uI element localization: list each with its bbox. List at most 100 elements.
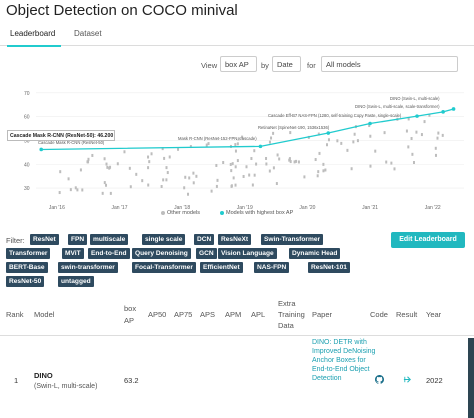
header-extra-line1[interactable]: Extra — [278, 299, 296, 308]
header-extra-line3[interactable]: Data — [278, 321, 294, 330]
table-header: Rank Model box AP AP50 AP75 APS APM APL … — [0, 296, 474, 336]
other-model-point — [161, 147, 164, 151]
chip-dcn[interactable]: DCN — [194, 234, 215, 245]
header-ap50[interactable]: AP50 — [148, 310, 167, 319]
other-model-point — [295, 159, 298, 163]
other-model-point — [216, 178, 219, 182]
other-model-point — [215, 163, 218, 167]
row-year: 2022 — [426, 376, 443, 385]
other-model-point — [67, 177, 70, 181]
other-model-point — [116, 162, 119, 166]
other-model-point — [234, 183, 237, 187]
other-model-point — [147, 183, 150, 187]
y-tick-label: 40 — [24, 162, 30, 168]
sort-by-select[interactable]: Date — [272, 56, 301, 72]
x-tick-label: Jan '20 — [299, 205, 315, 211]
other-model-point — [317, 170, 320, 174]
active-tab-indicator — [7, 45, 61, 47]
chip-swin-transformer[interactable]: Swin-Transformer — [261, 234, 324, 245]
result-link-icon[interactable] — [403, 375, 412, 386]
other-model-point — [289, 160, 292, 164]
chip-nas-fpn[interactable]: NAS-FPN — [254, 262, 290, 273]
header-apl[interactable]: APL — [251, 310, 266, 319]
other-model-point — [374, 149, 377, 153]
table-row: 1 DINO (Swin-L, multi-scale) 63.2 DINO: … — [0, 336, 474, 418]
other-model-point — [405, 129, 408, 133]
edit-leaderboard-button[interactable]: Edit Leaderboard — [391, 232, 465, 248]
sota-point — [39, 147, 44, 152]
other-model-point — [436, 136, 439, 140]
other-model-point — [106, 165, 109, 169]
model-filter-select[interactable]: All models — [321, 56, 458, 72]
other-model-point — [253, 149, 256, 153]
chip-focal-transformer[interactable]: Focal-Transformer — [132, 262, 196, 273]
tab-leaderboard[interactable]: Leaderboard — [10, 29, 56, 38]
other-model-point — [265, 162, 268, 166]
other-model-point — [103, 181, 106, 185]
sota-point — [368, 121, 372, 126]
chip-query-denoising[interactable]: Query Denoising — [132, 248, 191, 259]
other-model-point — [368, 124, 371, 128]
header-aps[interactable]: APS — [200, 310, 216, 319]
other-model-point — [105, 162, 108, 166]
header-result: Result — [396, 310, 418, 319]
view-label: View — [201, 61, 218, 70]
other-model-point — [407, 117, 410, 121]
scrollbar[interactable] — [468, 338, 474, 418]
header-box-ap-line2[interactable]: AP — [124, 316, 135, 325]
chip-resnet-50[interactable]: ResNet-50 — [6, 276, 45, 287]
other-model-point — [322, 162, 325, 166]
other-model-point — [183, 186, 186, 190]
legend-sota-models[interactable]: Models with highest box AP — [220, 210, 293, 216]
other-model-point — [69, 188, 72, 192]
y-tick-label: 30 — [24, 186, 30, 192]
metric-select[interactable]: box AP — [220, 56, 257, 72]
other-model-point — [434, 153, 437, 157]
chip-dynamic-head[interactable]: Dynamic Head — [289, 248, 341, 259]
chip-end-to-end[interactable]: End-to-End — [88, 248, 130, 259]
header-model[interactable]: Model — [34, 310, 55, 319]
legend-other-models[interactable]: Other models — [161, 210, 200, 216]
other-model-point — [441, 133, 444, 137]
header-box-ap-line1[interactable]: box — [124, 304, 137, 313]
other-model-point — [177, 147, 180, 151]
chip-fpn[interactable]: FPN — [68, 234, 88, 245]
chip-swin-transformer-lower[interactable]: swin-transformer — [58, 262, 118, 273]
chip-efficientnet[interactable]: EfficientNet — [200, 262, 243, 273]
other-model-point — [272, 166, 275, 170]
chip-bert-base[interactable]: BERT-Base — [6, 262, 48, 273]
tab-dataset[interactable]: Dataset — [74, 29, 102, 38]
sota-point — [258, 144, 263, 149]
other-model-point — [272, 131, 275, 135]
chip-transformer[interactable]: Transformer — [6, 248, 51, 259]
row-paper-link[interactable]: DINO: DETR with Improved DeNoising Ancho… — [312, 339, 376, 382]
other-model-point — [423, 120, 426, 124]
other-model-point — [316, 174, 319, 178]
header-apm[interactable]: APM — [225, 310, 242, 319]
chip-resnext[interactable]: ResNeXt — [218, 234, 252, 245]
header-rank[interactable]: Rank — [6, 310, 24, 319]
other-model-point — [340, 141, 343, 145]
other-model-point — [270, 136, 273, 140]
other-model-point — [412, 161, 415, 165]
other-model-point — [407, 145, 410, 149]
header-extra-line2[interactable]: Training — [278, 310, 305, 319]
page-title: Object Detection on COCO minival — [6, 2, 238, 19]
other-model-point — [248, 173, 251, 177]
row-model-name[interactable]: DINO — [34, 371, 53, 380]
chip-resnet-101[interactable]: ResNet-101 — [308, 262, 350, 273]
other-model-point — [324, 168, 327, 172]
chip-vision-language[interactable]: Vision Language — [218, 248, 277, 259]
chip-single-scale[interactable]: single scale — [142, 234, 186, 245]
chip-mvit[interactable]: MViT — [62, 248, 84, 259]
header-ap75[interactable]: AP75 — [174, 310, 193, 319]
chip-gcn[interactable]: GCN — [196, 248, 217, 259]
chip-untagged[interactable]: untagged — [58, 276, 94, 287]
chip-multiscale[interactable]: multiscale — [90, 234, 129, 245]
other-model-point — [86, 160, 89, 164]
header-year[interactable]: Year — [426, 310, 442, 319]
github-icon[interactable] — [375, 375, 384, 386]
other-model-point — [230, 169, 233, 173]
other-model-point — [276, 153, 279, 157]
chip-resnet[interactable]: ResNet — [30, 234, 59, 245]
